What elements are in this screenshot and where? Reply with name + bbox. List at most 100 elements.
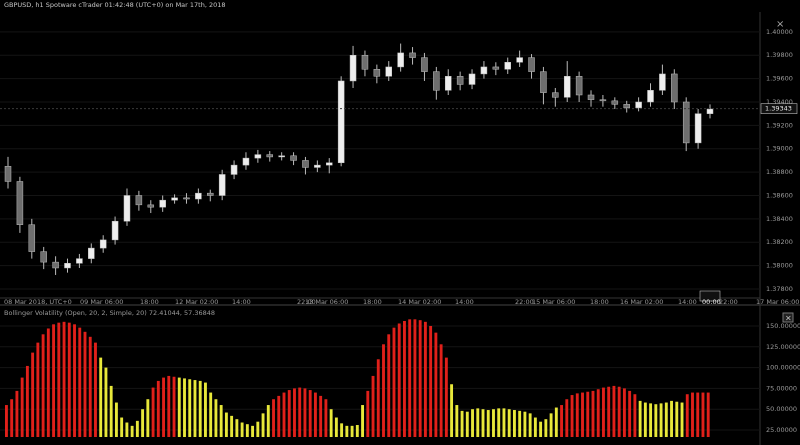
- volatility-bar: [120, 417, 124, 437]
- current-price-box: [760, 103, 798, 114]
- candle-body: [563, 76, 571, 98]
- volatility-bar: [172, 376, 176, 437]
- volatility-bar: [73, 324, 76, 437]
- x-tick-label: 15 Mar 06:00: [532, 298, 575, 306]
- volatility-bar: [643, 402, 647, 437]
- volatility-bar: [114, 402, 118, 437]
- volatility-bar: [560, 405, 564, 437]
- volatility-bar: [696, 392, 700, 437]
- volatility-bar: [366, 390, 370, 437]
- candle-body: [326, 162, 333, 166]
- volatility-bar: [371, 375, 375, 437]
- volatility-bar: [266, 405, 270, 437]
- volatility-bar: [706, 392, 710, 437]
- volatility-bar: [193, 380, 197, 437]
- volatility-bar: [167, 375, 171, 437]
- y-tick-label: 25.00000: [766, 426, 797, 434]
- volatility-bar: [492, 409, 495, 437]
- volatility-bar: [329, 409, 333, 437]
- volatility-bar: [183, 378, 186, 437]
- volatility-bar: [83, 331, 87, 437]
- x-tick-label: 22:00: [719, 298, 738, 306]
- candle-body: [64, 263, 71, 269]
- x-tick-label: 18:00: [590, 298, 609, 306]
- volatility-bar: [575, 393, 579, 437]
- volatility-bar: [382, 344, 385, 437]
- candle-body: [242, 157, 250, 166]
- x-tick-label: 14:00: [455, 298, 474, 306]
- volatility-bar: [685, 394, 689, 437]
- volatility-bar: [507, 409, 511, 437]
- volatility-bar: [355, 425, 359, 437]
- volatility-bar: [146, 399, 150, 437]
- candle-body: [492, 66, 500, 70]
- y-tick-label: 100.00000: [766, 364, 800, 372]
- volatility-bar: [481, 409, 485, 437]
- volatility-bar: [41, 334, 45, 437]
- volatility-bar: [25, 365, 29, 437]
- x-tick-label: 22:00: [297, 298, 316, 306]
- volatility-bar: [701, 392, 705, 437]
- x-tick-label: 17 Mar 06:00: [756, 298, 799, 306]
- volatility-bar: [324, 399, 328, 437]
- y-tick-label: 150.00000: [766, 322, 800, 330]
- close-button[interactable]: ×: [776, 19, 784, 30]
- volatility-bar: [109, 385, 113, 437]
- y-tick-label: 1.38200: [766, 238, 793, 246]
- candle-body: [349, 54, 357, 82]
- volatility-bar: [429, 325, 433, 437]
- candle-body: [76, 258, 83, 264]
- candle-body: [635, 101, 642, 109]
- window-title: GBPUSD, h1 Spotware cTrader 01:42:48 (UT…: [4, 1, 226, 9]
- volatility-bar: [251, 425, 255, 437]
- volatility-bar: [581, 392, 584, 437]
- volatility-bar: [5, 405, 8, 437]
- candle-body: [682, 101, 690, 144]
- candle-body: [135, 195, 143, 206]
- y-tick-label: 1.37800: [766, 285, 793, 293]
- volatility-bar: [612, 385, 616, 437]
- candle-body: [302, 160, 309, 168]
- current-price-label: 1.39343: [765, 105, 792, 113]
- volatility-bar: [591, 390, 595, 437]
- indicator-close-icon[interactable]: ×: [785, 314, 792, 323]
- candle-body: [361, 54, 369, 70]
- candle-body: [337, 80, 345, 164]
- volatility-bar: [308, 390, 312, 437]
- volatility-bar: [272, 399, 275, 437]
- volatility-bar: [680, 402, 684, 437]
- time-cursor-box: [699, 290, 721, 302]
- volatility-bar: [544, 419, 548, 437]
- volatility-bar: [277, 395, 281, 437]
- volatility-bar: [67, 322, 71, 437]
- indicator-close[interactable]: [782, 312, 794, 323]
- volatility-bar: [52, 324, 56, 437]
- candle-body: [456, 76, 464, 85]
- volatility-bar: [345, 425, 349, 437]
- candle-body: [171, 197, 178, 201]
- volatility-bar: [188, 379, 192, 437]
- volatility-bar: [602, 387, 605, 437]
- candle-body: [468, 73, 476, 85]
- volatility-bar: [633, 394, 637, 437]
- volatility-bar: [460, 410, 464, 437]
- y-tick-label: 50.00000: [766, 405, 797, 413]
- volatility-bar: [408, 319, 412, 437]
- volatility-bar: [293, 388, 296, 437]
- volatility-bar: [88, 336, 92, 437]
- volatility-bar: [554, 407, 558, 437]
- candle-body: [278, 155, 285, 158]
- volatility-bar: [125, 422, 129, 437]
- x-tick-label: 18:00: [363, 298, 382, 306]
- candle-body: [671, 73, 678, 103]
- volatility-bar: [622, 388, 626, 437]
- candle-body: [4, 166, 12, 182]
- x-tick-label: 14 Mar 02:00: [398, 298, 441, 306]
- x-tick-label: 14:00: [678, 298, 697, 306]
- volatility-bar: [334, 417, 338, 437]
- volatility-bar: [418, 320, 422, 437]
- volatility-bar: [476, 408, 480, 437]
- y-tick-label: 1.38400: [766, 215, 793, 223]
- candle-body: [659, 73, 666, 91]
